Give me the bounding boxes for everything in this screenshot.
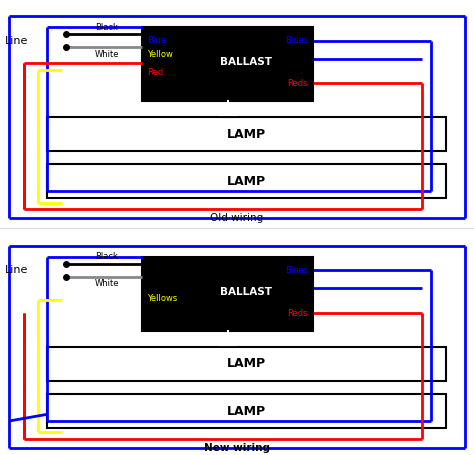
Text: Yellows: Yellows (147, 294, 177, 303)
Bar (142, 27, 313, 101)
Text: LAMP: LAMP (227, 357, 266, 370)
Text: BALLAST: BALLAST (220, 57, 273, 67)
Bar (47, 117, 446, 151)
Text: LAMP: LAMP (227, 404, 266, 418)
Bar (47, 347, 446, 381)
Text: Line: Line (5, 35, 28, 46)
Text: Yellow: Yellow (147, 50, 173, 59)
Text: Black: Black (95, 252, 118, 261)
Text: White: White (95, 279, 119, 288)
Text: Old wiring: Old wiring (210, 213, 264, 223)
Text: Blues: Blues (285, 36, 308, 45)
Text: Red: Red (147, 68, 163, 76)
Text: Blue: Blue (147, 36, 166, 45)
Text: BALLAST: BALLAST (220, 287, 273, 297)
Bar (47, 394, 446, 428)
Bar (47, 164, 446, 198)
Text: LAMP: LAMP (227, 175, 266, 188)
Text: Reds: Reds (288, 308, 308, 318)
Text: New wiring: New wiring (204, 443, 270, 453)
Bar (142, 257, 313, 331)
Text: Blues: Blues (285, 266, 308, 275)
Text: Reds: Reds (288, 79, 308, 88)
Text: Line: Line (5, 265, 28, 275)
Text: White: White (95, 50, 119, 59)
Text: LAMP: LAMP (227, 127, 266, 141)
Text: Black: Black (95, 22, 118, 31)
